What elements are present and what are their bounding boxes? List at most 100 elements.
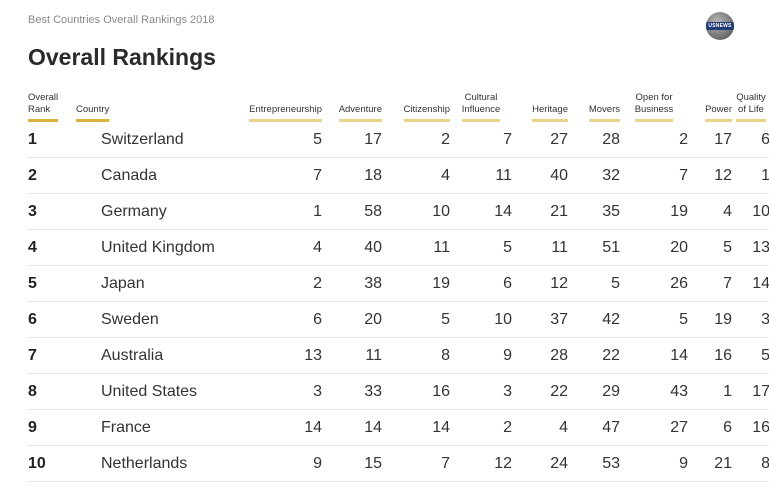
- table-row: 6 Sweden 6 20 5 10 37 42 5 19 3: [28, 301, 769, 338]
- score-cell-entrepreneurship: 1: [226, 193, 322, 230]
- column-header-quality-of-life: Quality of Life: [732, 91, 769, 122]
- score-cell-entrepreneurship: 9: [226, 445, 322, 482]
- column-header-citizenship: Citizenship: [382, 91, 450, 122]
- country-cell: United States: [76, 373, 226, 410]
- score-cell-power: 16: [688, 337, 732, 374]
- chart-subtitle: Best Countries Overall Rankings 2018: [28, 14, 215, 26]
- column-header-label: Power: [705, 104, 732, 122]
- score-cell-cultural-influence: 5: [450, 229, 512, 266]
- score-cell-cultural-influence: 12: [450, 445, 512, 482]
- column-header-movers: Movers: [568, 91, 620, 122]
- score-cell-entrepreneurship: 3: [226, 373, 322, 410]
- score-cell-entrepreneurship: 7: [226, 157, 322, 194]
- score-cell-open-for-business: 19: [620, 193, 688, 230]
- score-cell-quality-of-life: 13: [732, 229, 769, 266]
- column-header-label: Entrepreneurship: [249, 104, 322, 122]
- column-header-entrepreneurship: Entrepreneurship: [226, 91, 322, 122]
- table-row: 3 Germany 1 58 10 14 21 35 19 4 10: [28, 193, 769, 230]
- score-cell-adventure: 18: [322, 157, 382, 194]
- score-cell-quality-of-life: 17: [732, 373, 769, 410]
- rank-cell: 5: [28, 265, 76, 302]
- rank-cell: 7: [28, 337, 76, 374]
- rank-cell: 2: [28, 157, 76, 194]
- score-cell-citizenship: 4: [382, 157, 450, 194]
- score-cell-movers: 32: [568, 157, 620, 194]
- table-row: 8 United States 3 33 16 3 22 29 43 1 17: [28, 373, 769, 410]
- score-cell-heritage: 21: [512, 193, 568, 230]
- score-cell-heritage: 40: [512, 157, 568, 194]
- score-cell-entrepreneurship: 4: [226, 229, 322, 266]
- score-cell-open-for-business: 9: [620, 445, 688, 482]
- score-cell-power: 6: [688, 409, 732, 446]
- column-header-label: Movers: [588, 104, 620, 122]
- score-cell-cultural-influence: 7: [450, 122, 512, 158]
- country-cell: United Kingdom: [76, 229, 226, 266]
- rank-cell: 4: [28, 229, 76, 266]
- score-cell-adventure: 14: [322, 409, 382, 446]
- column-header-label: Overall Rank: [28, 92, 59, 122]
- score-cell-citizenship: 11: [382, 229, 450, 266]
- score-cell-cultural-influence: 9: [450, 337, 512, 374]
- score-cell-movers: 47: [568, 409, 620, 446]
- score-cell-open-for-business: 2: [620, 122, 688, 158]
- score-cell-citizenship: 10: [382, 193, 450, 230]
- country-cell: France: [76, 409, 226, 446]
- score-cell-adventure: 33: [322, 373, 382, 410]
- table-row: 9 France 14 14 14 2 4 47 27 6 16: [28, 409, 769, 446]
- score-cell-open-for-business: 43: [620, 373, 688, 410]
- score-cell-quality-of-life: 3: [732, 301, 769, 338]
- score-cell-power: 4: [688, 193, 732, 230]
- logo-text: USNEWS: [706, 22, 734, 30]
- table-row: 4 United Kingdom 4 40 11 5 11 51 20 5 13: [28, 229, 769, 266]
- rank-cell: 1: [28, 122, 76, 158]
- score-cell-movers: 51: [568, 229, 620, 266]
- score-cell-citizenship: 7: [382, 445, 450, 482]
- score-cell-movers: 22: [568, 337, 620, 374]
- column-header-power: Power: [688, 91, 732, 122]
- table-row: 7 Australia 13 11 8 9 28 22 14 16 5: [28, 337, 769, 374]
- score-cell-adventure: 40: [322, 229, 382, 266]
- country-cell: Sweden: [76, 301, 226, 338]
- column-header-adventure: Adventure: [322, 91, 382, 122]
- country-cell: Australia: [76, 337, 226, 374]
- column-header-label: Quality of Life: [736, 92, 766, 122]
- column-header-rank: Overall Rank: [28, 91, 76, 122]
- score-cell-entrepreneurship: 2: [226, 265, 322, 302]
- score-cell-movers: 53: [568, 445, 620, 482]
- score-cell-movers: 5: [568, 265, 620, 302]
- score-cell-cultural-influence: 3: [450, 373, 512, 410]
- score-cell-adventure: 58: [322, 193, 382, 230]
- score-cell-cultural-influence: 2: [450, 409, 512, 446]
- table-row: 10 Netherlands 9 15 7 12 24 53 9 21 8: [28, 445, 769, 482]
- table-row: 1 Switzerland 5 17 2 7 27 28 2 17 6: [28, 122, 769, 158]
- score-cell-entrepreneurship: 6: [226, 301, 322, 338]
- score-cell-citizenship: 5: [382, 301, 450, 338]
- score-cell-quality-of-life: 8: [732, 445, 769, 482]
- column-header-open-for-business: Open for Business: [620, 91, 688, 122]
- column-header-cultural-influence: Cultural Influence: [450, 91, 512, 122]
- country-cell: Japan: [76, 265, 226, 302]
- country-cell: Netherlands: [76, 445, 226, 482]
- score-cell-open-for-business: 14: [620, 337, 688, 374]
- score-cell-heritage: 22: [512, 373, 568, 410]
- score-cell-cultural-influence: 11: [450, 157, 512, 194]
- table-body: 1 Switzerland 5 17 2 7 27 28 2 17 6 2 Canada 7 18 4 11 40…: [28, 122, 769, 482]
- score-cell-cultural-influence: 14: [450, 193, 512, 230]
- table-row: 5 Japan 2 38 19 6 12 5 26 7 14: [28, 265, 769, 302]
- score-cell-entrepreneurship: 5: [226, 122, 322, 158]
- score-cell-power: 17: [688, 122, 732, 158]
- usnews-logo: USNEWS: [706, 12, 734, 40]
- table-row: 2 Canada 7 18 4 11 40 32 7 12 1: [28, 157, 769, 194]
- score-cell-movers: 42: [568, 301, 620, 338]
- score-cell-open-for-business: 27: [620, 409, 688, 446]
- column-header-label: Country: [76, 104, 110, 122]
- country-cell: Germany: [76, 193, 226, 230]
- score-cell-citizenship: 8: [382, 337, 450, 374]
- column-header-label: Heritage: [532, 104, 568, 122]
- score-cell-open-for-business: 7: [620, 157, 688, 194]
- score-cell-movers: 29: [568, 373, 620, 410]
- score-cell-heritage: 11: [512, 229, 568, 266]
- country-cell: Switzerland: [76, 122, 226, 158]
- score-cell-entrepreneurship: 13: [226, 337, 322, 374]
- score-cell-power: 7: [688, 265, 732, 302]
